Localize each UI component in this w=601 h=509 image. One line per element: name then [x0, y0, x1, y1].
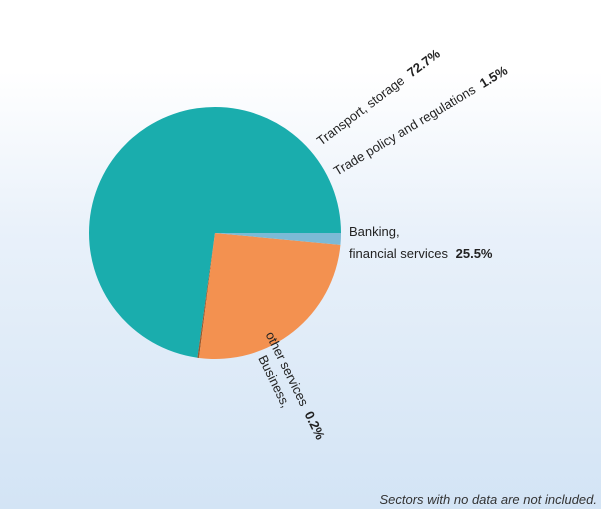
footnote: Sectors with no data are not included.	[379, 492, 597, 507]
pie-slice-banking-financial-services	[199, 233, 341, 360]
label-banking-line2: financial services	[349, 246, 448, 261]
label-trade-text: Trade policy and regulations	[331, 82, 479, 179]
label-transport-value: 72.7%	[404, 46, 443, 80]
pie-slice-business-other-services	[197, 233, 215, 358]
label-banking-line1: Banking,	[349, 224, 400, 239]
label-banking: Banking, financial services 25.5%	[349, 224, 493, 261]
pie-slice-transport-storage	[89, 107, 341, 358]
label-transport-storage: Transport, storage 72.7%	[314, 46, 443, 149]
label-banking-value: 25.5%	[456, 246, 493, 261]
pie-slice-trade-policy-and-regulations	[215, 233, 341, 245]
label-business-value: 0.2%	[302, 409, 329, 443]
label-trade-value: 1.5%	[477, 62, 511, 90]
pie-slices	[89, 107, 341, 360]
